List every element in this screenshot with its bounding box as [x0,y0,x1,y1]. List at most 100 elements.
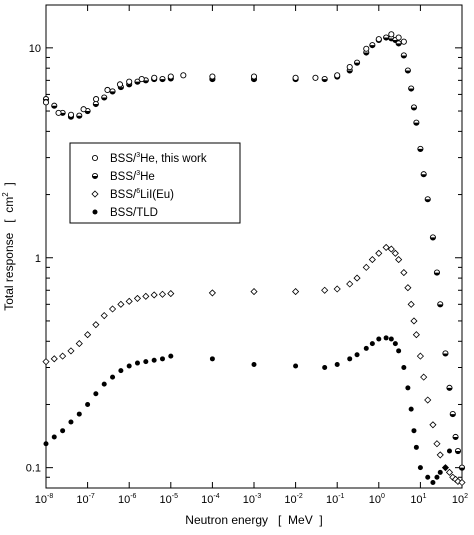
data-point [118,368,124,374]
legend-box [69,142,241,224]
data-point [134,78,141,85]
data-point [312,74,319,81]
data-point [180,72,187,79]
legend-marker [91,190,99,198]
data-point [434,474,440,480]
data-point [51,102,58,109]
data-point [354,352,360,358]
data-point [410,317,418,325]
data-point [368,256,376,264]
data-point [151,357,157,363]
data-point [60,428,66,434]
data-point [101,94,108,101]
data-point [446,448,452,454]
data-point [433,269,441,276]
series-1 [42,34,466,471]
data-point [334,72,341,79]
data-point [401,365,407,371]
data-point [321,76,328,83]
data-point [150,291,158,299]
data-point [395,256,403,264]
legend: BSS/3He, this work BSS/3He BSS/6LiI(Eu) BSS… [69,142,241,224]
data-point [68,419,74,425]
data-point [396,348,402,354]
data-point [437,301,444,308]
data-point [101,381,107,387]
data-point [126,363,132,369]
data-point [404,67,411,74]
data-point [395,40,402,47]
legend-label: BSS/3He [110,170,155,183]
data-point [51,434,57,440]
data-point [334,362,340,368]
data-point [452,433,459,441]
data-point [413,444,419,450]
data-point [250,288,258,296]
legend-marker [91,172,99,180]
data-point [108,305,117,313]
data-point [417,465,423,471]
data-point [167,73,174,80]
x-axis-title: Neutron energy [ MeV ] [185,513,322,527]
data-point [151,74,158,81]
y-axis-title: Total response [ cm2 ] [1,182,16,311]
legend-label: BSS/6LiI(Eu) [110,188,174,201]
data-point [429,234,436,241]
x-tick-label: 101 [410,493,426,506]
series-3 [43,335,452,485]
data-point [42,99,50,106]
data-point [92,100,99,108]
data-point [85,401,91,407]
y-axis: 0.1 1 10 [26,43,462,489]
data-point [449,473,457,481]
data-point [353,59,361,66]
data-point [404,284,412,292]
data-point [293,363,299,369]
data-point [436,451,444,459]
legend-label: BSS/TLD [110,207,158,219]
data-point [292,74,299,81]
data-point [75,340,83,348]
legend-marker [91,154,99,162]
data-point [208,289,216,297]
data-point [117,300,125,308]
y-tick-label: 0.1 [26,463,41,475]
data-point [413,119,420,126]
data-point [321,286,329,294]
data-point [388,31,395,38]
data-point [424,396,432,404]
data-point [168,353,174,359]
data-point [347,356,353,362]
data-point [159,76,166,83]
data-point [159,356,165,362]
data-point [104,86,111,94]
data-point [125,297,133,305]
data-point [449,411,456,418]
data-point [445,468,454,476]
data-point [93,391,99,397]
data-point [346,280,354,288]
data-point [138,76,145,83]
data-point [407,300,415,308]
data-point [67,347,75,355]
data-point [134,360,140,366]
series-0 [42,31,407,118]
data-point [50,355,58,363]
data-point [76,112,83,119]
data-point [410,104,418,111]
data-point [67,111,75,118]
y-tick-label: 10 [29,43,41,55]
data-point [363,45,370,52]
data-point [80,106,87,113]
data-point [420,171,427,178]
data-point [322,365,328,371]
data-point [392,341,398,347]
data-point [292,288,300,296]
data-point [142,292,150,300]
data-point [395,34,402,41]
series-2 [42,243,466,487]
data-point [405,385,411,391]
x-tick-label: 10-5 [160,493,179,506]
data-point [167,290,175,298]
data-point [420,373,428,381]
